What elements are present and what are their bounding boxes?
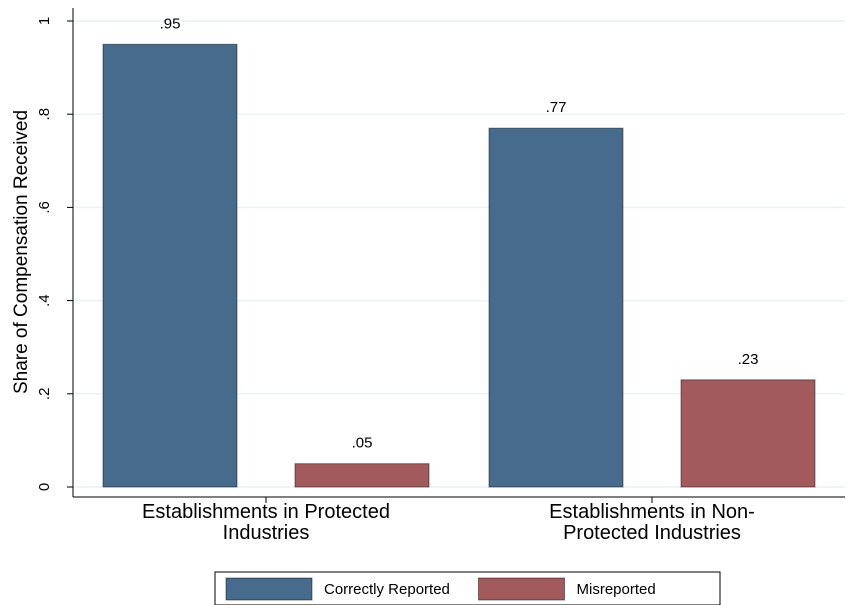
x-tick-label: Establishments in Protected Industries bbox=[142, 501, 390, 544]
value-label: .05 bbox=[352, 435, 373, 452]
y-axis-title: Share of Compensation Received bbox=[11, 110, 32, 394]
value-label: .23 bbox=[738, 351, 759, 368]
bar bbox=[680, 379, 816, 488]
bar bbox=[102, 43, 238, 488]
bar bbox=[488, 127, 624, 488]
y-tick-label: .4 bbox=[36, 294, 53, 307]
value-label: .95 bbox=[160, 15, 181, 32]
bar bbox=[294, 463, 430, 488]
legend-label: Misreported bbox=[577, 581, 656, 598]
y-tick-label: 1 bbox=[36, 17, 53, 25]
legend-label: Correctly Reported bbox=[324, 581, 450, 598]
value-label: .77 bbox=[546, 99, 567, 116]
legend-swatch bbox=[225, 577, 313, 601]
y-tick-label: .6 bbox=[36, 201, 53, 214]
y-tick-label: 0 bbox=[36, 483, 53, 491]
y-tick-label: .8 bbox=[36, 108, 53, 121]
legend-swatch bbox=[478, 577, 565, 601]
y-tick-label: .2 bbox=[36, 388, 53, 401]
x-tick-label: Establishments in Non-Protected Industri… bbox=[549, 501, 755, 544]
